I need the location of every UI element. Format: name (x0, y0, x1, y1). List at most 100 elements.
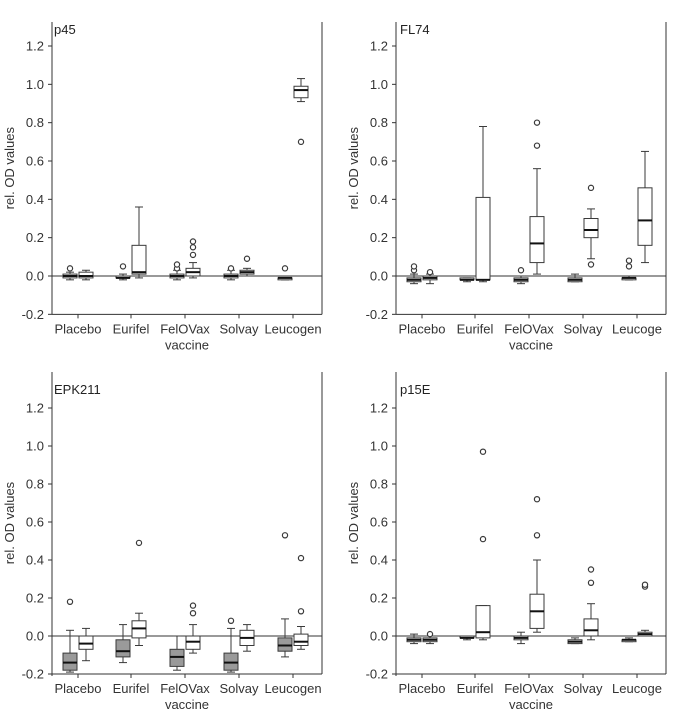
x-tick-label: Solvay (219, 681, 259, 696)
x-tick-label: FelOVax (504, 321, 554, 336)
y-axis-title: rel. OD values (2, 481, 17, 564)
box (637, 187, 653, 246)
outlier-point (587, 579, 595, 587)
x-tick-label: FelOVax (160, 681, 210, 696)
box (529, 216, 545, 264)
x-tick-label: Solvay (563, 321, 603, 336)
y-tick-label: 0.0 (26, 629, 44, 644)
panel-title: EPK211 (54, 382, 101, 397)
outlier-point (625, 263, 633, 270)
x-tick-label: FelOVax (160, 321, 210, 336)
x-tick-label: Leucogen (264, 321, 321, 336)
y-tick-label: 1.2 (26, 401, 44, 416)
x-tick-label: Leucogen (264, 681, 321, 696)
outlier-point (189, 251, 197, 259)
panel-title: FL74 (400, 22, 430, 37)
outlier-point (641, 581, 649, 588)
x-tick-label: Eurifel (457, 321, 494, 336)
x-axis-title: vaccine (165, 697, 209, 712)
outlier-point (297, 554, 305, 562)
outlier-point (189, 238, 197, 245)
y-tick-label: -0.2 (22, 307, 44, 322)
outlier-point (479, 535, 487, 543)
y-tick-label: 0.6 (26, 154, 44, 169)
outlier-point (281, 265, 289, 272)
outlier-point (533, 119, 541, 126)
y-axis-title: rel. OD values (346, 126, 361, 209)
x-tick-label: FelOVax (504, 681, 554, 696)
x-tick-label: Leucoge (612, 321, 662, 336)
y-tick-label: 1.0 (26, 77, 44, 92)
box (475, 196, 491, 281)
box (293, 633, 309, 646)
outlier-point (533, 496, 541, 503)
x-axis-title: vaccine (509, 697, 553, 712)
y-tick-label: 0.6 (370, 515, 388, 530)
y-tick-label: 0.4 (370, 192, 388, 207)
x-tick-label: Eurifel (113, 681, 150, 696)
outlier-point (119, 263, 127, 270)
chart-panel-4: -0.2 0.0 0.2 0.4 0.6 0.8 1.0 1.2 rel. OD values p… (346, 372, 667, 712)
y-tick-label: 1.0 (370, 77, 388, 92)
outlier-point (189, 244, 197, 251)
panel-title: p15E (400, 382, 431, 397)
y-tick-label: 0.8 (370, 115, 388, 130)
outlier-point (227, 265, 235, 272)
outlier-point (587, 184, 595, 192)
outlier-point (533, 532, 541, 539)
y-tick-label: 1.2 (370, 401, 388, 416)
x-tick-label: Solvay (219, 321, 259, 336)
x-tick-label: Eurifel (113, 321, 150, 336)
x-axis-title: vaccine (509, 337, 553, 352)
chart-panel-2: -0.2 0.0 0.2 0.4 0.6 0.8 1.0 1.2 rel. OD values F… (346, 22, 667, 352)
x-tick-label: Solvay (563, 681, 603, 696)
x-tick-label: Leucoge (612, 681, 662, 696)
box (293, 85, 309, 99)
x-tick-label: Eurifel (457, 681, 494, 696)
x-tick-label: Placebo (399, 681, 446, 696)
y-tick-label: 0.2 (26, 230, 44, 245)
outlier-point (173, 261, 181, 268)
y-tick-label: 0.2 (370, 230, 388, 245)
y-tick-label: 1.2 (370, 39, 388, 54)
y-tick-label: 0.8 (370, 477, 388, 492)
y-tick-label: 0.2 (26, 591, 44, 606)
box (475, 605, 491, 639)
outlier-point (189, 610, 197, 617)
y-tick-label: 0.8 (26, 477, 44, 492)
y-axis-title: rel. OD values (2, 126, 17, 209)
y-tick-label: 0.0 (370, 269, 388, 284)
y-tick-label: -0.2 (366, 667, 388, 682)
y-tick-label: 0.4 (26, 553, 44, 568)
y-tick-label: 0.6 (26, 515, 44, 530)
y-tick-label: 0.2 (370, 591, 388, 606)
outlier-point (426, 630, 434, 638)
x-tick-label: Placebo (399, 321, 446, 336)
x-tick-label: Placebo (55, 321, 102, 336)
y-tick-label: 1.0 (26, 439, 44, 454)
y-tick-label: 0.0 (370, 629, 388, 644)
outlier-point (297, 138, 305, 146)
outlier-point (587, 261, 595, 268)
box (131, 244, 147, 275)
outlier-point (189, 602, 197, 609)
x-tick-label: Placebo (55, 681, 102, 696)
outlier-point (410, 263, 418, 270)
x-axis-title: vaccine (165, 337, 209, 352)
chart-panel-3: -0.2 0.0 0.2 0.4 0.6 0.8 1.0 1.2 rel. OD values E… (2, 372, 323, 712)
y-tick-label: 0.8 (26, 115, 44, 130)
y-tick-label: 0.6 (370, 154, 388, 169)
outlier-point (281, 532, 289, 539)
box (583, 218, 599, 239)
y-tick-label: 0.4 (370, 553, 388, 568)
outlier-point (479, 448, 487, 455)
y-tick-label: -0.2 (366, 307, 388, 322)
outlier-point (517, 267, 525, 274)
outlier-point (625, 257, 633, 264)
chart-panel-1: -0.2 0.0 0.2 0.4 0.6 0.8 1.0 1.2 rel. OD values p… (2, 22, 323, 352)
outlier-point (66, 598, 74, 606)
outlier-point (587, 566, 595, 573)
y-tick-label: 0.4 (26, 192, 44, 207)
y-tick-label: -0.2 (22, 667, 44, 682)
